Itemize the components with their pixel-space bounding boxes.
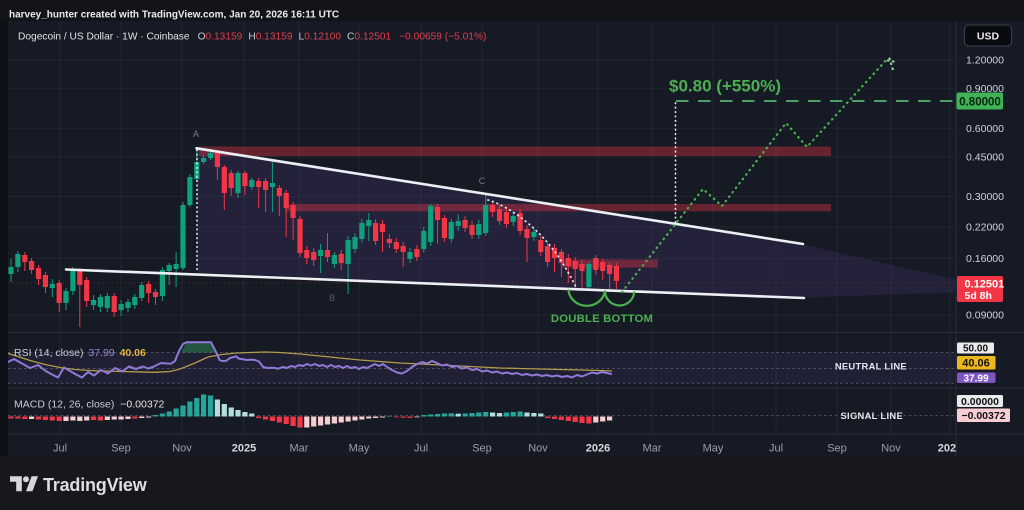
svg-text:Jul: Jul [769,443,783,455]
svg-text:Sep: Sep [111,443,131,455]
svg-text:B: B [329,293,335,303]
svg-text:Dogecoin / US Dollar · 1W · Co: Dogecoin / US Dollar · 1W · Coinbase O0.1… [18,32,486,43]
svg-text:5d 8h: 5d 8h [965,290,992,302]
svg-text:DOUBLE BOTTOM: DOUBLE BOTTOM [551,313,653,325]
svg-text:0.90000: 0.90000 [966,83,1004,95]
svg-text:−0.00372: −0.00372 [961,410,1005,422]
svg-text:40.06: 40.06 [962,358,990,370]
svg-text:Nov: Nov [881,443,901,455]
svg-text:2027: 2027 [938,443,962,455]
svg-text:MACD (12, 26, close) −0.00372: MACD (12, 26, close) −0.00372 [14,399,165,411]
svg-text:Nov: Nov [528,443,548,455]
svg-text:0.80000: 0.80000 [959,97,1001,109]
svg-text:harvey_hunter created with Tra: harvey_hunter created with TradingView.c… [9,9,339,20]
svg-text:0.00000: 0.00000 [961,396,999,408]
svg-text:50.00: 50.00 [963,344,988,355]
svg-text:0.16000: 0.16000 [966,253,1004,265]
svg-text:C: C [479,176,486,186]
svg-text:Jul: Jul [414,443,428,455]
svg-text:NEUTRAL LINE: NEUTRAL LINE [835,361,907,372]
svg-text:0.09000: 0.09000 [966,310,1004,322]
svg-text:0.22000: 0.22000 [966,222,1004,234]
svg-text:TradingView: TradingView [43,475,148,495]
svg-text:Sep: Sep [827,443,847,455]
svg-text:0.60000: 0.60000 [966,123,1004,135]
svg-text:1.20000: 1.20000 [966,55,1004,67]
svg-text:$0.80 (+550%): $0.80 (+550%) [669,77,781,96]
svg-text:USD: USD [977,31,1000,43]
svg-text:Mar: Mar [643,443,662,455]
svg-text:2025: 2025 [232,443,256,455]
svg-text:0.12501: 0.12501 [965,279,1005,291]
svg-text:May: May [349,443,370,455]
svg-text:RSI (14, close) 37.99 40.06: RSI (14, close) 37.99 40.06 [14,347,146,359]
svg-text:0.45000: 0.45000 [966,151,1004,163]
svg-text:Mar: Mar [290,443,309,455]
svg-text:37.99: 37.99 [963,373,988,384]
svg-text:Jul: Jul [53,443,67,455]
svg-text:A: A [193,129,199,139]
svg-text:May: May [703,443,724,455]
svg-text:2026: 2026 [586,443,610,455]
svg-text:Nov: Nov [172,443,192,455]
svg-text:SIGNAL LINE: SIGNAL LINE [840,410,903,421]
svg-text:0.30000: 0.30000 [966,191,1004,203]
svg-text:Sep: Sep [472,443,492,455]
